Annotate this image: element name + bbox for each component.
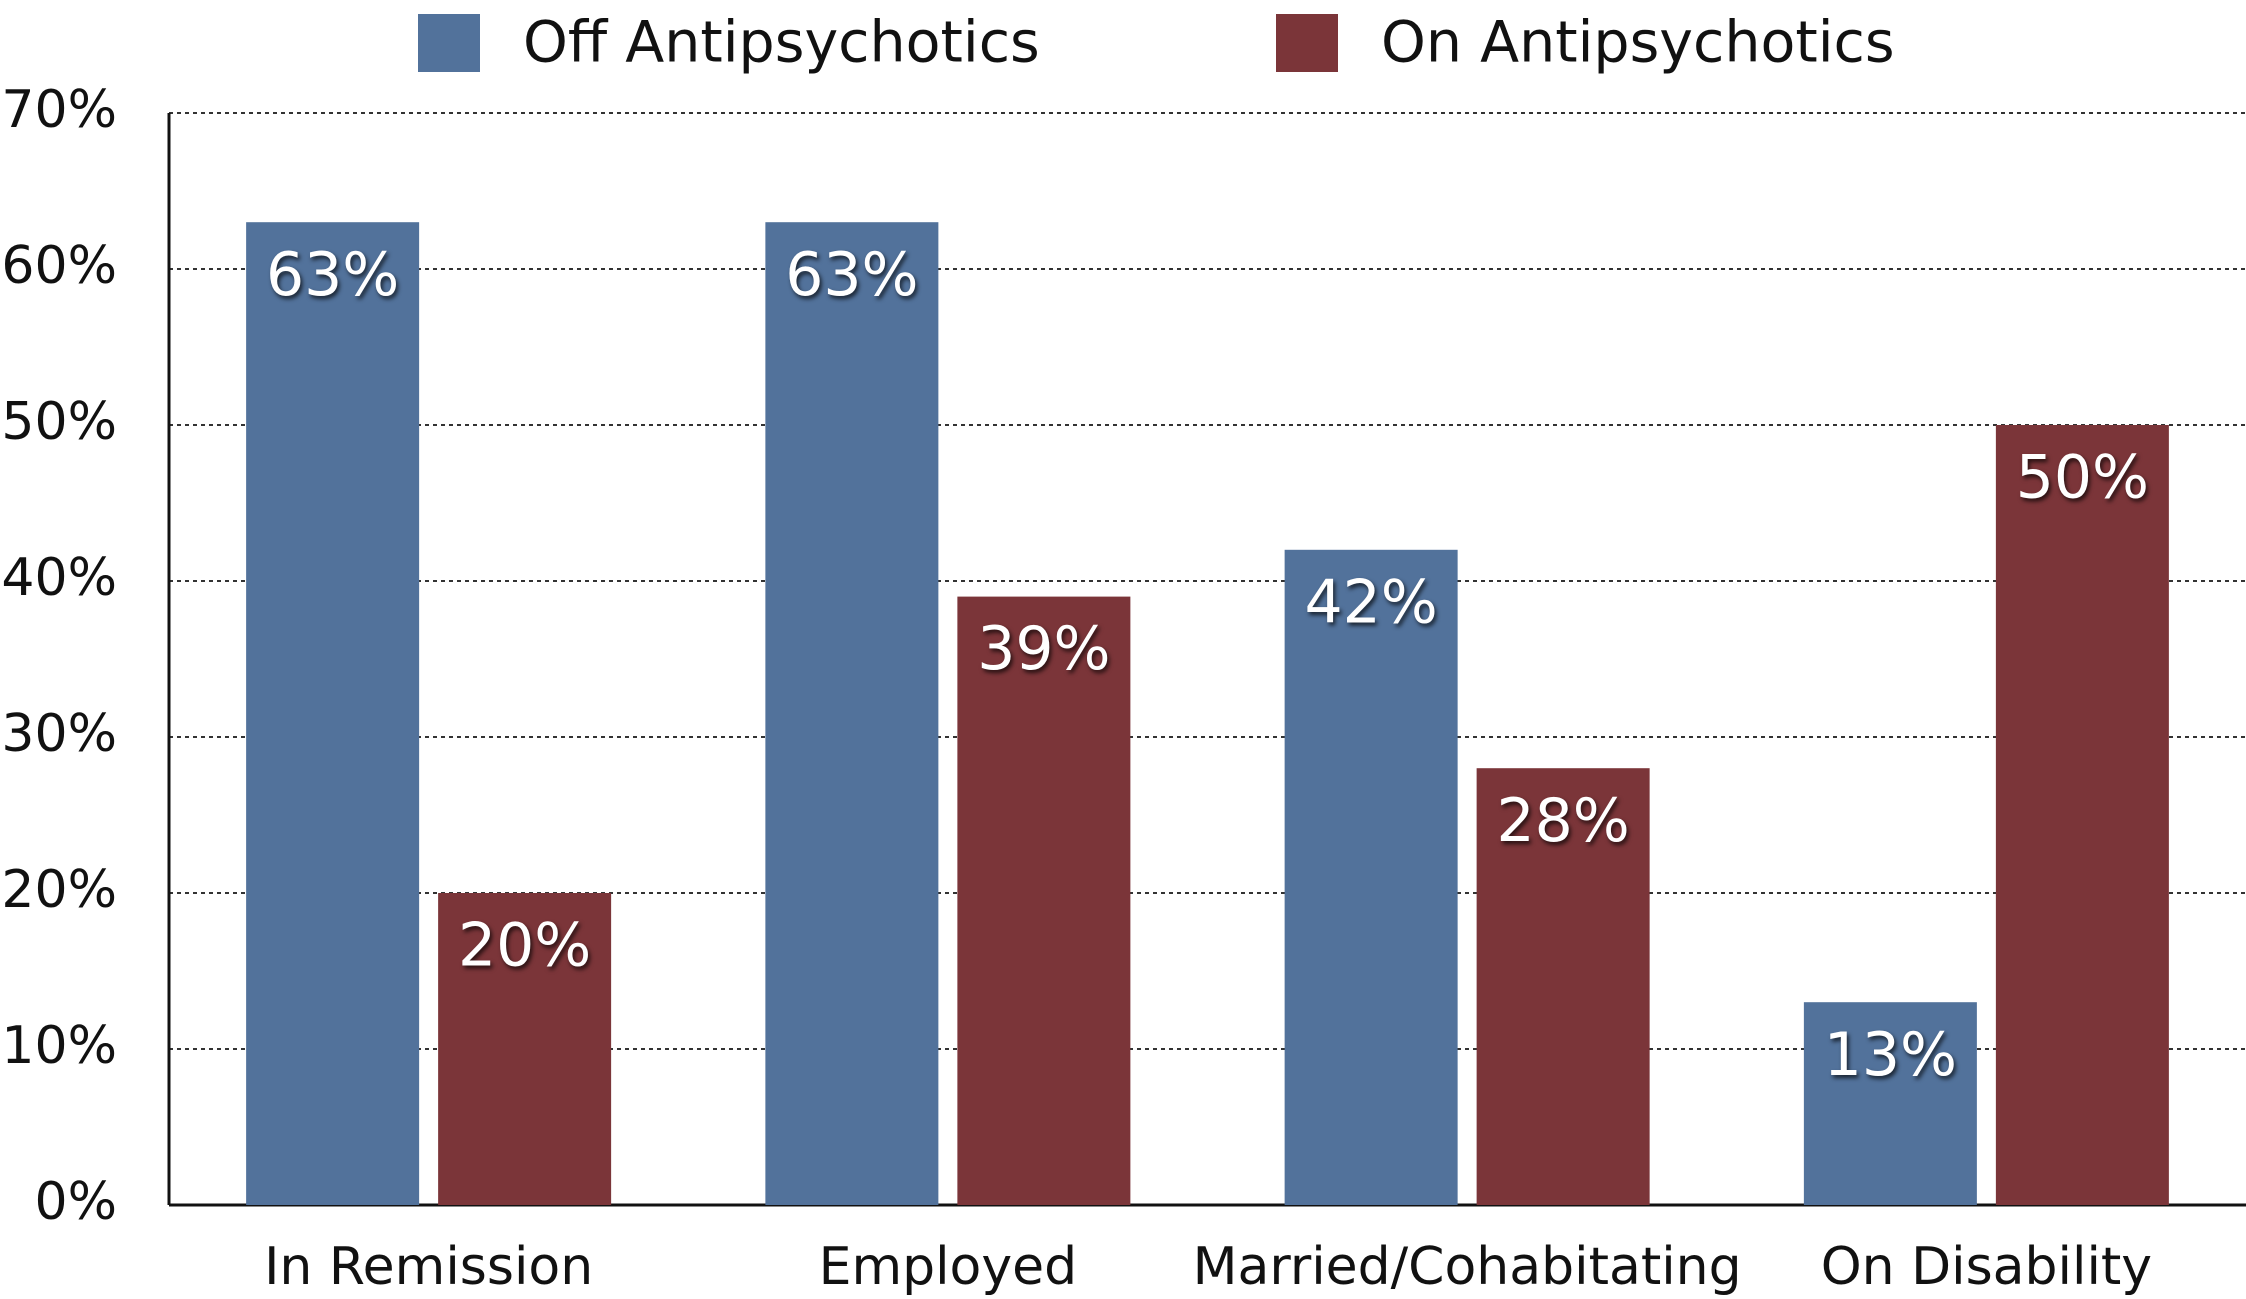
value-label: 13%: [1824, 1020, 1957, 1090]
x-tick-label: Employed: [819, 1237, 1078, 1297]
bar: [1803, 1002, 1977, 1205]
legend-label: On Antipsychotics: [1381, 10, 1895, 76]
value-label: 39%: [977, 614, 1110, 684]
x-tick-label: On Disability: [1821, 1237, 2152, 1297]
bar: [957, 596, 1131, 1205]
value-label: 63%: [785, 240, 918, 310]
bar: [246, 222, 420, 1205]
value-label: 63%: [266, 240, 399, 310]
bar: [438, 893, 612, 1205]
bar: [1284, 549, 1458, 1205]
y-tick-label: 10%: [1, 1016, 117, 1076]
legend-swatch: [1276, 14, 1338, 72]
value-label: 42%: [1304, 567, 1437, 637]
y-tick-label: 60%: [1, 236, 117, 296]
bar: [1476, 768, 1650, 1205]
y-tick-label: 40%: [1, 548, 117, 608]
value-label: 50%: [2016, 443, 2149, 513]
x-tick-label: Married/Cohabitating: [1193, 1237, 1742, 1297]
y-tick-label: 70%: [1, 80, 117, 140]
x-tick-label: In Remission: [264, 1237, 593, 1297]
value-label: 20%: [458, 911, 591, 981]
y-tick-label: 0%: [35, 1172, 118, 1232]
y-tick-label: 20%: [1, 860, 117, 920]
bar: [765, 222, 939, 1205]
y-tick-label: 50%: [1, 392, 117, 452]
legend-swatch: [418, 14, 480, 72]
bar: [1995, 425, 2169, 1205]
legend-label: Off Antipsychotics: [523, 10, 1040, 76]
y-tick-label: 30%: [1, 704, 117, 764]
value-label: 28%: [1496, 786, 1629, 856]
